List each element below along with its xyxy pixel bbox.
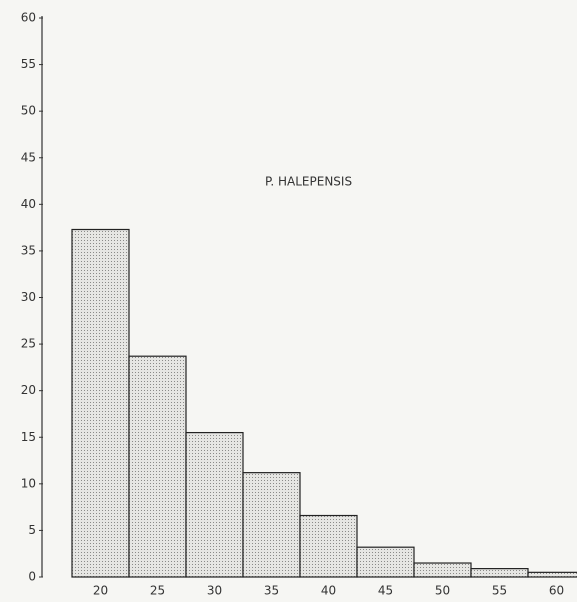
bar — [71, 228, 130, 578]
x-tick-label: 40 — [321, 584, 336, 598]
x-tick-label: 45 — [378, 584, 393, 598]
y-tick-label: 35 — [21, 243, 36, 257]
y-tick-label: 55 — [21, 57, 36, 71]
y-tick-label: 30 — [21, 290, 36, 304]
bar — [527, 571, 577, 578]
x-tick-label: 35 — [264, 584, 279, 598]
y-tick-label: 0 — [28, 570, 36, 584]
bar — [413, 562, 472, 578]
y-tick-label: 50 — [21, 104, 36, 118]
y-tick-label: 5 — [28, 523, 36, 537]
y-tick-label: 25 — [21, 337, 36, 351]
x-tick-label: 20 — [93, 584, 108, 598]
y-tick-label: 15 — [21, 430, 36, 444]
x-tick-label: 25 — [150, 584, 165, 598]
bar — [299, 514, 358, 578]
x-tick-label: 30 — [207, 584, 222, 598]
chart-title: P. HALEPENSIS — [265, 175, 352, 189]
bar — [470, 568, 529, 578]
y-tick-label: 20 — [21, 383, 36, 397]
bar — [128, 355, 187, 578]
y-tick-label: 60 — [21, 11, 36, 25]
x-tick-label: 50 — [435, 584, 450, 598]
bar — [356, 546, 415, 578]
x-tick-label: 60 — [549, 584, 564, 598]
bar — [242, 472, 301, 578]
y-tick-label: 40 — [21, 197, 36, 211]
bar — [185, 431, 244, 578]
x-tick-label: 55 — [492, 584, 507, 598]
y-tick-label: 10 — [21, 476, 36, 490]
y-tick-label: 45 — [21, 150, 36, 164]
